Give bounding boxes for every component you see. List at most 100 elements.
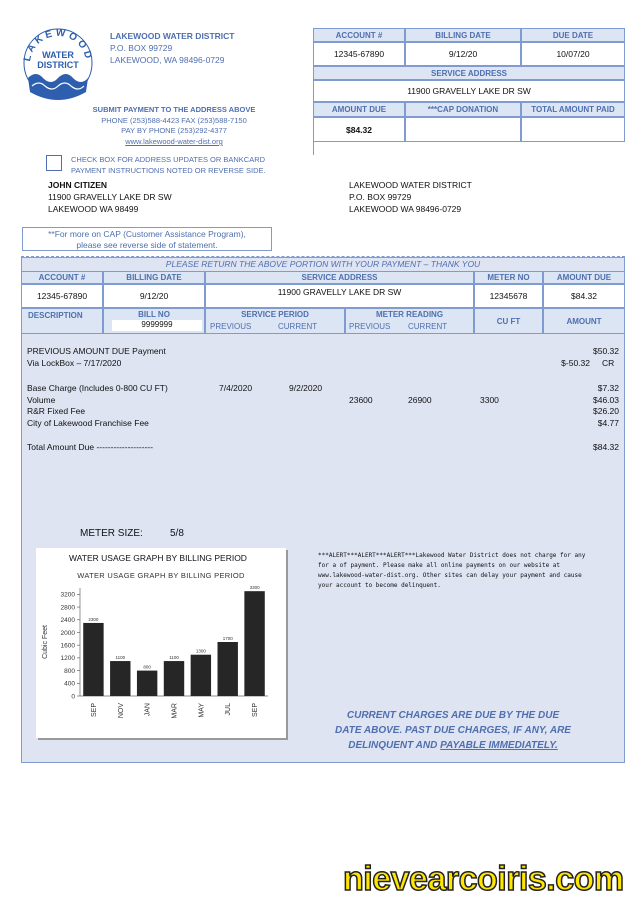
- account-header: AMOUNT DUE: [543, 271, 625, 284]
- stub-value: 9/12/20: [405, 42, 521, 66]
- x-tick-label: JUL: [225, 703, 232, 716]
- item-description: PREVIOUS AMOUNT DUE Payment: [27, 346, 166, 356]
- x-tick-label: JAN: [145, 703, 152, 716]
- detail-subheader: CURRENT: [408, 322, 448, 331]
- y-tick-label: 400: [64, 681, 75, 688]
- x-tick-label: MAY: [198, 703, 205, 718]
- website[interactable]: www.lakewood-water-dist.org: [125, 137, 223, 146]
- notice-line: CURRENT CHARGES ARE DUE BY THE DUE: [346, 710, 560, 721]
- remit-city: LAKEWOOD WA 98496-0729: [349, 204, 462, 214]
- detail-header: DESCRIPTION: [21, 308, 103, 334]
- account-header: ACCOUNT #: [21, 271, 103, 284]
- bar-value-label: 1700: [223, 636, 234, 641]
- payment-line: SUBMIT PAYMENT TO THE ADDRESS ABOVE: [92, 105, 256, 114]
- stub-header: AMOUNT DUE: [313, 102, 405, 117]
- account-header: METER NO: [474, 271, 543, 284]
- y-axis-label: Cubic Feet: [42, 625, 49, 659]
- account-header: BILLING DATE: [103, 271, 205, 284]
- bar-value-label: 2300: [88, 617, 99, 622]
- usage-chart: WATER USAGE GRAPH BY BILLING PERIOD Cubi…: [42, 571, 268, 719]
- bar: [190, 654, 212, 696]
- stub-value: 10/07/20: [521, 42, 625, 66]
- item-description: Via LockBox – 7/17/2020: [27, 358, 122, 368]
- bar-value-label: 800: [143, 665, 151, 670]
- logo-waves: [28, 74, 88, 100]
- watermark: nievearcoiris.com: [342, 859, 625, 899]
- remit-name: LAKEWOOD WATER DISTRICT: [349, 180, 472, 190]
- bar: [110, 661, 131, 696]
- cap-box: [22, 227, 272, 251]
- return-note: PLEASE RETURN THE ABOVE PORTION WITH YOU…: [165, 259, 481, 269]
- detail-header: AMOUNT: [543, 308, 625, 334]
- item-amount: $46.03: [593, 395, 619, 405]
- notice: CURRENT CHARGES ARE DUE BY THE DUE DATE …: [318, 708, 588, 753]
- item-description: City of Lakewood Franchise Fee: [27, 418, 149, 428]
- payment-line: PHONE (253)588-4423 FAX (253)588-7150: [101, 116, 247, 125]
- cap-text: please see reverse side of statement.: [76, 240, 218, 250]
- stub-input[interactable]: [405, 117, 521, 142]
- bar: [163, 661, 185, 696]
- payment-line: PAY BY PHONE (253)292-4377: [121, 126, 227, 135]
- stub-header: ACCOUNT #: [313, 28, 405, 42]
- detail-header: SERVICE PERIOD: [205, 308, 345, 334]
- item-meter-current: 26900: [408, 395, 432, 405]
- detail-header: CU FT: [474, 308, 543, 334]
- checkbox-text: PAYMENT INSTRUCTIONS NOTED OR REVERSE SI…: [71, 166, 266, 175]
- account-value: 12345-67890: [21, 284, 103, 308]
- detail-subheader: PREVIOUS: [349, 322, 391, 331]
- y-tick-label: 0: [71, 693, 75, 700]
- item-period-current: 9/2/2020: [289, 383, 323, 393]
- stub-header: BILLING DATE: [405, 28, 521, 42]
- item-amount: $50.32: [593, 346, 619, 356]
- notice-emphasis: PAYABLE IMMEDIATELY.: [440, 740, 558, 751]
- bar: [244, 591, 265, 696]
- bill-no: 9999999: [112, 320, 202, 331]
- x-tick-label: MAR: [172, 703, 179, 719]
- bar-value-label: 1100: [169, 655, 179, 660]
- item-amount: $4.77: [597, 418, 619, 428]
- account-value: 12345678: [474, 284, 543, 308]
- cap-text: **For more on CAP (Customer Assistance P…: [48, 229, 246, 239]
- logo-mid: WATER: [42, 50, 74, 60]
- stub-value: 11900 GRAVELLY LAKE DR SW: [313, 80, 625, 102]
- stub-input[interactable]: [521, 117, 625, 142]
- chart-title: WATER USAGE GRAPH BY BILLING PERIOD: [77, 571, 245, 580]
- bar-value-label: 3300: [250, 585, 261, 590]
- detail-header: METER READING: [345, 308, 474, 334]
- account-header: SERVICE ADDRESS: [205, 271, 474, 284]
- item-cu-ft: 3300: [480, 395, 499, 405]
- y-tick-label: 3200: [61, 592, 76, 599]
- stub-header: DUE DATE: [521, 28, 625, 42]
- item-amount: $84.32: [593, 442, 619, 452]
- usage-panel-title: WATER USAGE GRAPH BY BILLING PERIOD: [69, 553, 247, 563]
- stub-header: ***CAP DONATION: [405, 102, 521, 117]
- bar: [217, 642, 238, 696]
- detail-subheader: CURRENT: [278, 322, 318, 331]
- customer-city: LAKEWOOD WA 98499: [48, 204, 139, 214]
- checkbox[interactable]: [46, 155, 62, 171]
- x-tick-label: SEP: [91, 703, 98, 717]
- y-tick-label: 1200: [61, 655, 76, 662]
- bar-value-label: 1100: [115, 655, 125, 660]
- item-description: Base Charge (Includes 0-800 CU FT): [27, 383, 168, 393]
- y-tick-label: 1600: [61, 642, 76, 649]
- y-tick-label: 2000: [61, 630, 76, 637]
- account-value: 9/12/20: [103, 284, 205, 308]
- account-value: $84.32: [543, 284, 625, 308]
- y-tick-label: 2400: [61, 617, 76, 624]
- notice-line-group: DELINQUENT AND PAYABLE IMMEDIATELY.: [318, 738, 588, 753]
- item-period-previous: 7/4/2020: [219, 383, 253, 393]
- logo-wave-line: [31, 82, 85, 90]
- item-amount: $7.32: [597, 383, 619, 393]
- checkbox-text: CHECK BOX FOR ADDRESS UPDATES OR BANKCAR…: [71, 155, 266, 164]
- customer-name: JOHN CITIZEN: [48, 180, 108, 190]
- logo-bottom: DISTRICT: [37, 60, 79, 70]
- customer-street: 11900 GRAVELLY LAKE DR SW: [48, 192, 172, 202]
- x-tick-label: SEP: [252, 703, 259, 717]
- notice-line: DELINQUENT AND: [348, 740, 438, 751]
- item-note: CR: [602, 358, 615, 368]
- item-amount: $-50.32: [561, 358, 590, 368]
- logo: LAKEWOOD WATER DISTRICT: [22, 27, 93, 100]
